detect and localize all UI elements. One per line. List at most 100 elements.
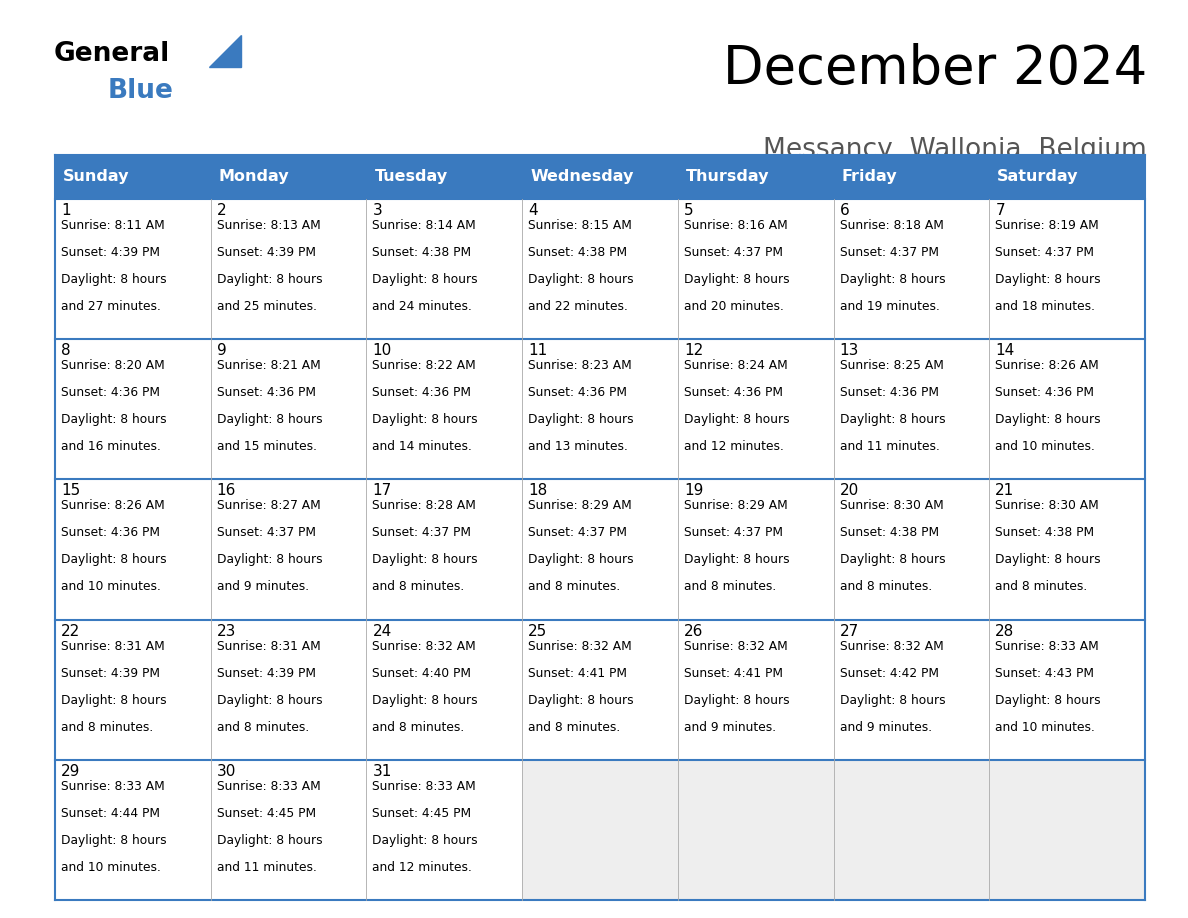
Text: Daylight: 8 hours: Daylight: 8 hours xyxy=(996,554,1101,566)
Text: Sunset: 4:36 PM: Sunset: 4:36 PM xyxy=(529,386,627,399)
Text: Sunset: 4:36 PM: Sunset: 4:36 PM xyxy=(372,386,472,399)
Text: Sunrise: 8:33 AM: Sunrise: 8:33 AM xyxy=(996,640,1099,653)
Text: and 15 minutes.: and 15 minutes. xyxy=(216,441,317,453)
Text: and 25 minutes.: and 25 minutes. xyxy=(216,300,317,313)
Text: Sunset: 4:39 PM: Sunset: 4:39 PM xyxy=(61,666,160,679)
Text: Thursday: Thursday xyxy=(685,170,770,185)
Text: Daylight: 8 hours: Daylight: 8 hours xyxy=(996,273,1101,286)
Text: and 8 minutes.: and 8 minutes. xyxy=(840,580,931,593)
Text: and 27 minutes.: and 27 minutes. xyxy=(61,300,160,313)
Text: and 10 minutes.: and 10 minutes. xyxy=(61,861,160,874)
Text: Sunrise: 8:29 AM: Sunrise: 8:29 AM xyxy=(684,499,788,512)
Text: Daylight: 8 hours: Daylight: 8 hours xyxy=(840,273,946,286)
Bar xyxy=(55,199,210,339)
Text: Sunset: 4:41 PM: Sunset: 4:41 PM xyxy=(529,666,627,679)
Text: 19: 19 xyxy=(684,484,703,498)
Text: 2: 2 xyxy=(216,203,227,218)
Text: 6: 6 xyxy=(840,203,849,218)
Text: 25: 25 xyxy=(529,623,548,639)
Text: Sunrise: 8:32 AM: Sunrise: 8:32 AM xyxy=(684,640,788,653)
Text: Sunrise: 8:26 AM: Sunrise: 8:26 AM xyxy=(996,359,1099,372)
Text: 23: 23 xyxy=(216,623,236,639)
Text: and 8 minutes.: and 8 minutes. xyxy=(372,721,465,733)
Text: Sunrise: 8:16 AM: Sunrise: 8:16 AM xyxy=(684,219,788,232)
Text: Daylight: 8 hours: Daylight: 8 hours xyxy=(61,554,166,566)
Text: Sunrise: 8:20 AM: Sunrise: 8:20 AM xyxy=(61,359,165,372)
Text: Daylight: 8 hours: Daylight: 8 hours xyxy=(529,554,633,566)
Text: and 12 minutes.: and 12 minutes. xyxy=(372,861,473,874)
Bar xyxy=(678,199,834,339)
Text: Daylight: 8 hours: Daylight: 8 hours xyxy=(372,554,478,566)
Bar xyxy=(210,479,366,620)
Text: Sunset: 4:36 PM: Sunset: 4:36 PM xyxy=(216,386,316,399)
Text: 29: 29 xyxy=(61,764,81,778)
Text: Sunrise: 8:22 AM: Sunrise: 8:22 AM xyxy=(372,359,476,372)
Text: 10: 10 xyxy=(372,343,392,358)
Text: Daylight: 8 hours: Daylight: 8 hours xyxy=(684,694,790,707)
Text: Sunset: 4:36 PM: Sunset: 4:36 PM xyxy=(61,386,160,399)
Text: Daylight: 8 hours: Daylight: 8 hours xyxy=(840,694,946,707)
Text: 8: 8 xyxy=(61,343,70,358)
Text: Sunset: 4:45 PM: Sunset: 4:45 PM xyxy=(372,807,472,820)
Text: Sunrise: 8:13 AM: Sunrise: 8:13 AM xyxy=(216,219,321,232)
Text: Sunset: 4:37 PM: Sunset: 4:37 PM xyxy=(684,526,783,540)
Text: 1: 1 xyxy=(61,203,70,218)
Text: and 12 minutes.: and 12 minutes. xyxy=(684,441,784,453)
Text: Sunset: 4:38 PM: Sunset: 4:38 PM xyxy=(996,526,1094,540)
Bar xyxy=(678,620,834,760)
Text: Sunrise: 8:19 AM: Sunrise: 8:19 AM xyxy=(996,219,1099,232)
Text: and 11 minutes.: and 11 minutes. xyxy=(216,861,316,874)
Bar xyxy=(55,760,210,900)
Text: and 8 minutes.: and 8 minutes. xyxy=(529,580,620,593)
Text: Sunrise: 8:32 AM: Sunrise: 8:32 AM xyxy=(840,640,943,653)
Text: December 2024: December 2024 xyxy=(722,43,1146,95)
Text: Sunrise: 8:18 AM: Sunrise: 8:18 AM xyxy=(840,219,943,232)
Text: Sunset: 4:37 PM: Sunset: 4:37 PM xyxy=(840,246,939,259)
Text: Daylight: 8 hours: Daylight: 8 hours xyxy=(996,413,1101,426)
Bar xyxy=(210,620,366,760)
Bar xyxy=(210,339,366,479)
Bar xyxy=(990,479,1145,620)
Text: Sunset: 4:36 PM: Sunset: 4:36 PM xyxy=(684,386,783,399)
Bar xyxy=(523,760,678,900)
Text: and 14 minutes.: and 14 minutes. xyxy=(372,441,473,453)
Text: 15: 15 xyxy=(61,484,81,498)
Polygon shape xyxy=(209,35,241,67)
Bar xyxy=(834,339,990,479)
Text: Sunrise: 8:33 AM: Sunrise: 8:33 AM xyxy=(61,779,165,793)
Text: Messancy, Wallonia, Belgium: Messancy, Wallonia, Belgium xyxy=(763,138,1146,163)
Bar xyxy=(55,155,1145,199)
Text: Sunset: 4:39 PM: Sunset: 4:39 PM xyxy=(216,246,316,259)
Text: Daylight: 8 hours: Daylight: 8 hours xyxy=(372,273,478,286)
Bar xyxy=(834,479,990,620)
Text: Sunset: 4:39 PM: Sunset: 4:39 PM xyxy=(61,246,160,259)
Bar xyxy=(523,339,678,479)
Text: General: General xyxy=(53,40,170,67)
Bar xyxy=(55,339,210,479)
Text: Sunset: 4:38 PM: Sunset: 4:38 PM xyxy=(840,526,939,540)
Bar xyxy=(990,339,1145,479)
Text: and 10 minutes.: and 10 minutes. xyxy=(996,721,1095,733)
Text: Daylight: 8 hours: Daylight: 8 hours xyxy=(529,694,633,707)
Text: Sunset: 4:38 PM: Sunset: 4:38 PM xyxy=(529,246,627,259)
Bar xyxy=(678,479,834,620)
Text: Wednesday: Wednesday xyxy=(530,170,633,185)
Bar xyxy=(55,620,210,760)
Text: Blue: Blue xyxy=(107,78,173,104)
Text: and 8 minutes.: and 8 minutes. xyxy=(684,580,776,593)
Text: 26: 26 xyxy=(684,623,703,639)
Text: Friday: Friday xyxy=(841,170,897,185)
Text: Tuesday: Tuesday xyxy=(374,170,448,185)
Bar xyxy=(834,760,990,900)
Text: Sunrise: 8:33 AM: Sunrise: 8:33 AM xyxy=(372,779,476,793)
Text: and 13 minutes.: and 13 minutes. xyxy=(529,441,628,453)
Text: 14: 14 xyxy=(996,343,1015,358)
Text: Saturday: Saturday xyxy=(997,170,1079,185)
Text: Sunrise: 8:30 AM: Sunrise: 8:30 AM xyxy=(996,499,1099,512)
Bar xyxy=(523,479,678,620)
Text: and 22 minutes.: and 22 minutes. xyxy=(529,300,628,313)
Text: and 8 minutes.: and 8 minutes. xyxy=(216,721,309,733)
Text: Daylight: 8 hours: Daylight: 8 hours xyxy=(529,413,633,426)
Text: Sunrise: 8:11 AM: Sunrise: 8:11 AM xyxy=(61,219,165,232)
Text: Sunrise: 8:29 AM: Sunrise: 8:29 AM xyxy=(529,499,632,512)
